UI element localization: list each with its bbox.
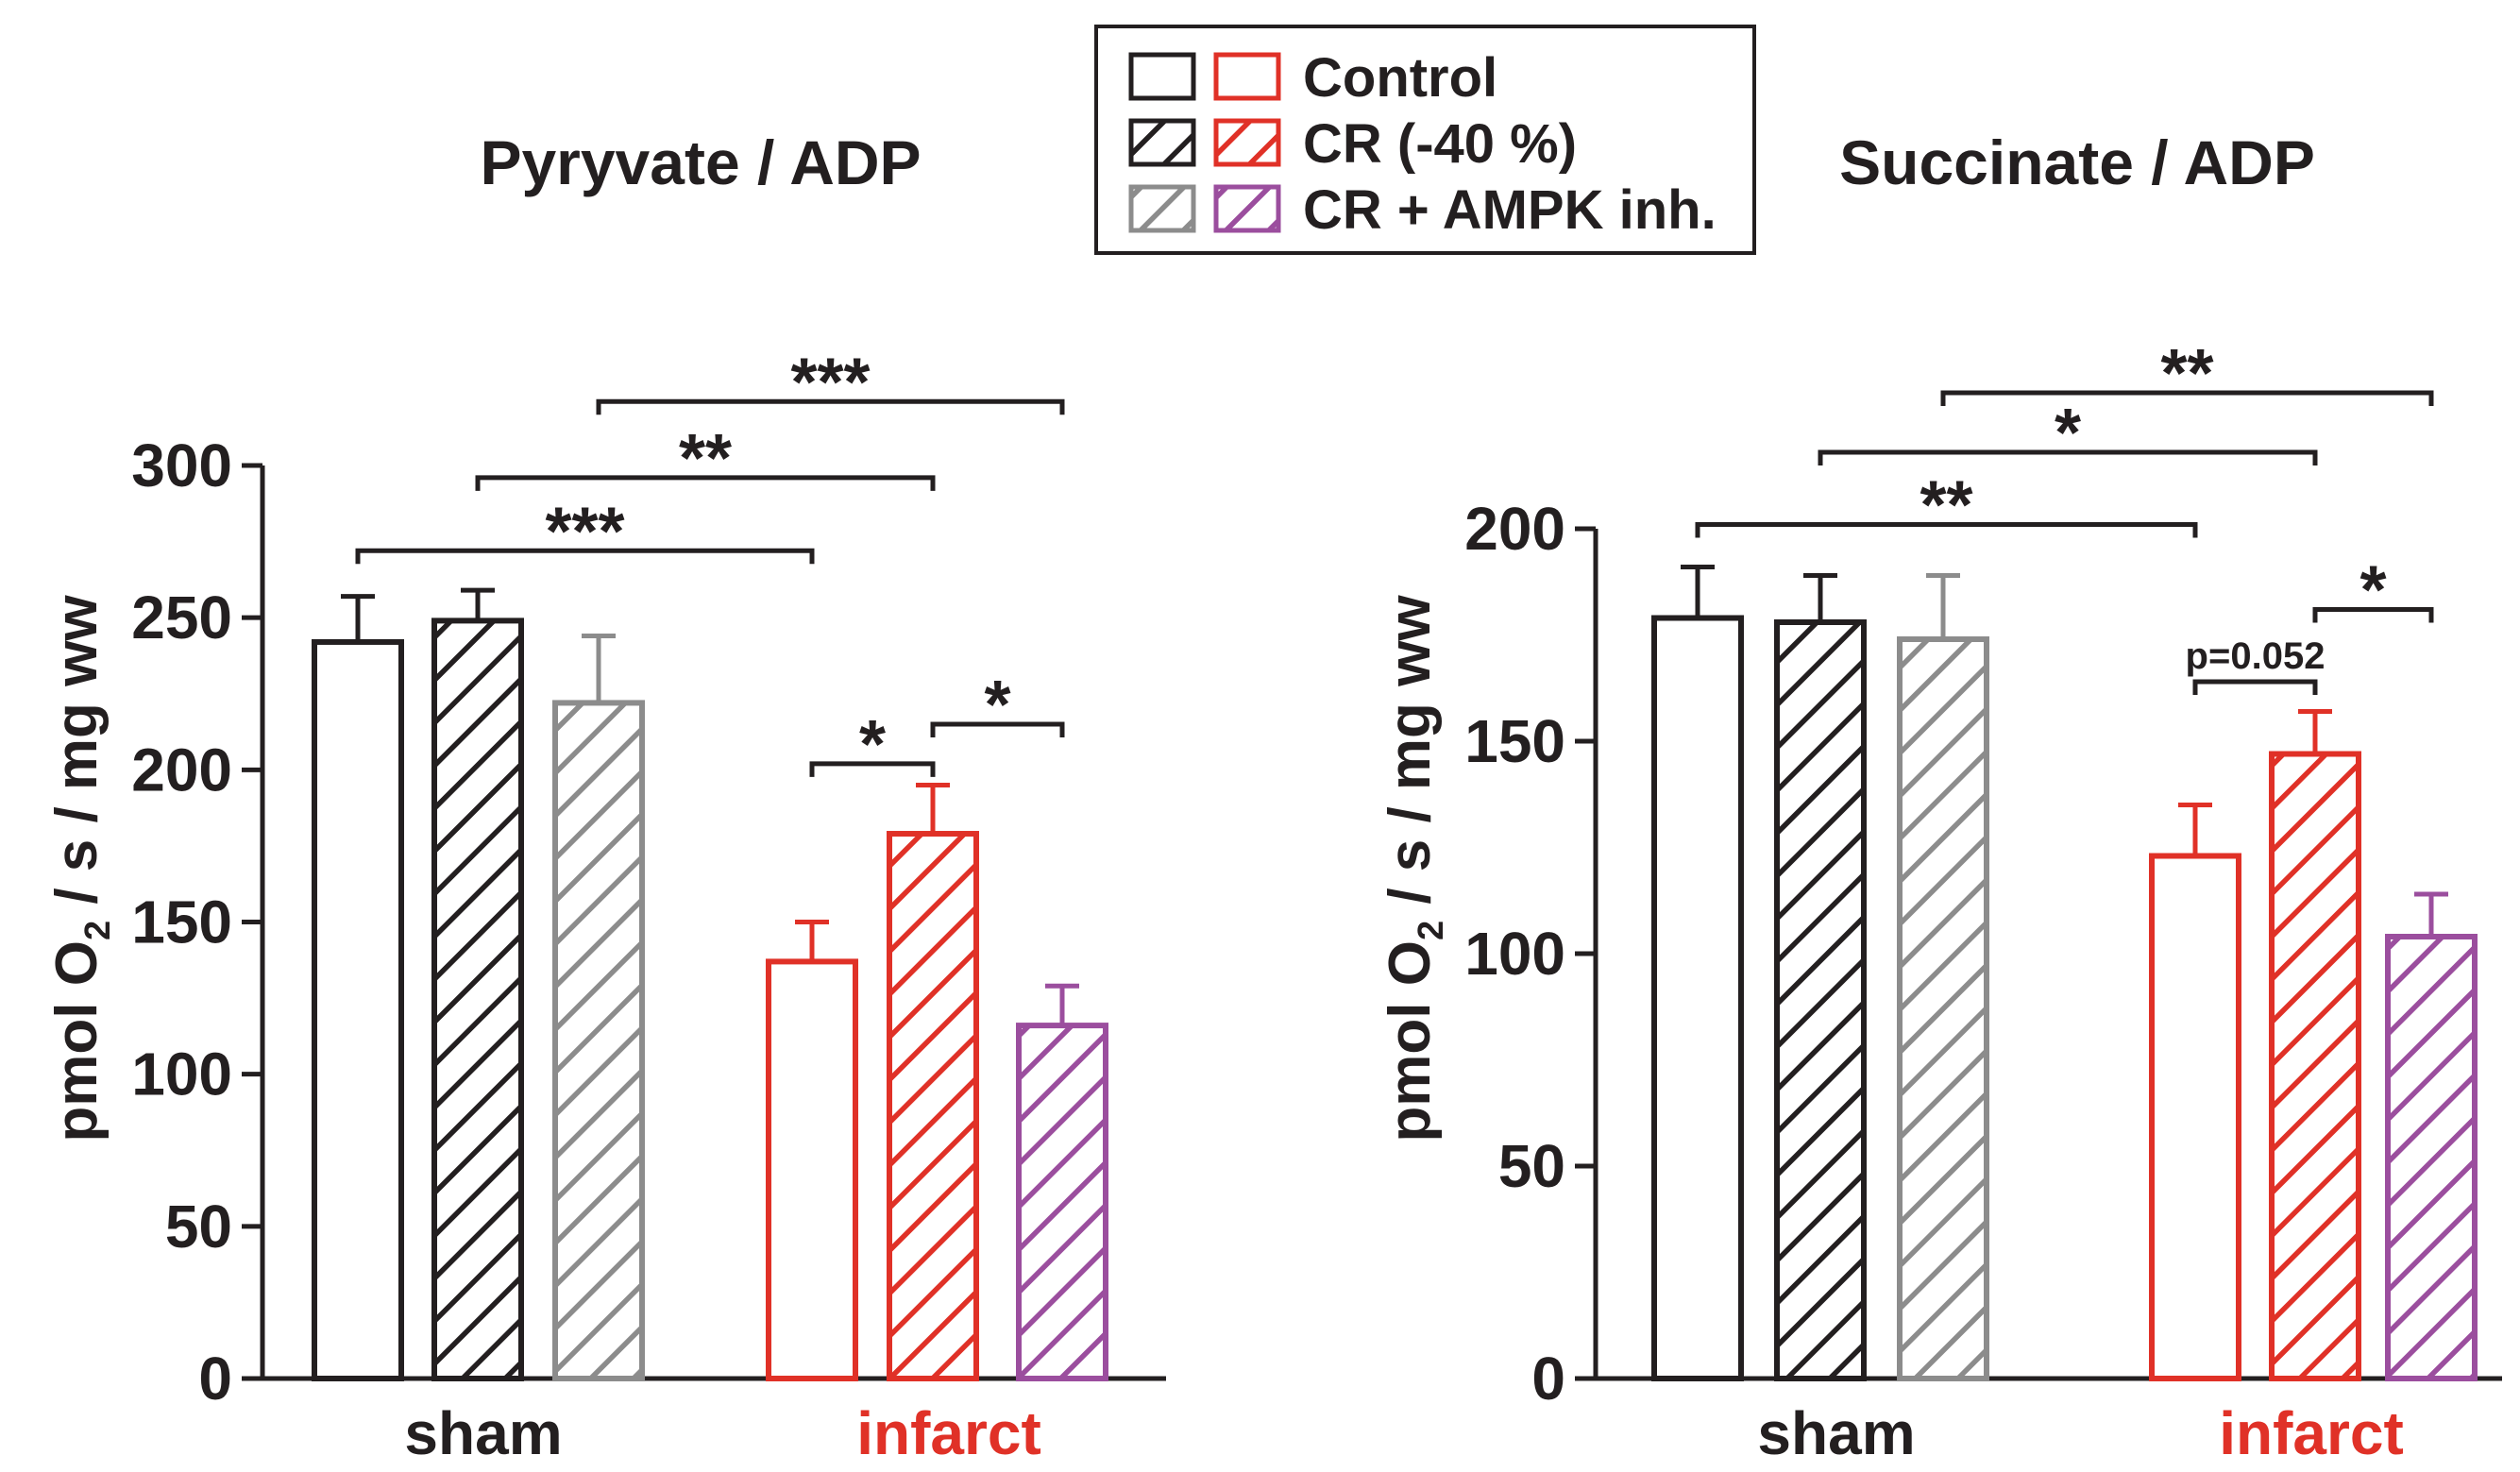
legend-swatch-control-sham [1128, 52, 1196, 101]
significance-stars: * [859, 707, 886, 783]
y-tick-label: 200 [1464, 495, 1565, 563]
significance-stars: ** [1920, 468, 1972, 544]
bar-cr-ampk-sham [1897, 636, 1989, 1381]
significance-bracket [475, 475, 936, 491]
succinate-chart: Succinate / ADP pmol O2 / s / mg ww 0 50 1… [1378, 127, 2502, 1467]
significance-bracket [355, 548, 815, 565]
bar-control-sham [1651, 615, 1744, 1381]
legend-label-control: Control [1303, 47, 1497, 109]
legend-frame [1094, 25, 1756, 255]
significance-bracket [2192, 679, 2318, 695]
group-label-infarct: infarct [856, 1399, 1041, 1467]
y-axis-label: pmol O2 / s / mg ww [44, 595, 118, 1142]
legend-swatch-cr-ampk-infarct [1213, 184, 1281, 233]
bar-cr-ampk-infarct [1016, 1023, 1108, 1382]
y-tick-label: 200 [131, 736, 232, 804]
significance-bracket [809, 761, 936, 777]
bar-cr-ampk-sham [552, 700, 645, 1381]
bar-cr-infarct [2269, 751, 2361, 1381]
p-value-label: p=0.052 [2186, 635, 2326, 677]
bar-cr-infarct [887, 831, 979, 1381]
significance-stars: * [2359, 553, 2386, 629]
y-tick-label: 300 [131, 431, 232, 499]
chart-title: Pyryvate / ADP [480, 127, 921, 197]
y-tick-label: 0 [1531, 1345, 1565, 1413]
legend-swatch-cr-infarct [1213, 118, 1281, 167]
legend-swatch-cr-sham [1128, 118, 1196, 167]
y-tick-label: 0 [198, 1345, 232, 1413]
y-tick-label: 100 [131, 1041, 232, 1108]
significance-stars: * [2055, 396, 2081, 471]
y-axis-title: pmol O2 / s / mg ww [44, 595, 118, 1142]
y-tick-label: 50 [1498, 1132, 1565, 1200]
group-label-sham: sham [1757, 1399, 1915, 1467]
bar-control-infarct [766, 958, 858, 1381]
significance-bracket [596, 398, 1065, 415]
legend-swatch-control-infarct [1213, 52, 1281, 101]
legend: Control CR (-40 %) CR + AMPK inh. [1094, 25, 1756, 255]
bar-cr-sham [431, 618, 524, 1381]
significance-bracket [1695, 522, 2198, 538]
group-label-sham: sham [404, 1399, 562, 1467]
significance-stars: ** [2160, 336, 2213, 412]
legend-label-cr-ampk: CR + AMPK inh. [1303, 179, 1717, 241]
significance-stars: * [984, 668, 1010, 743]
y-tick-label: 100 [1464, 920, 1565, 988]
significance-bracket [1940, 390, 2434, 406]
group-label-infarct: infarct [2219, 1399, 2404, 1467]
bar-cr-sham [1774, 619, 1867, 1381]
significance-stars: ** [679, 421, 732, 497]
legend-label-cr: CR (-40 %) [1303, 113, 1577, 175]
significance-bracket [2312, 607, 2434, 623]
y-tick-label: 150 [1464, 707, 1565, 775]
y-tick-label: 250 [131, 584, 232, 651]
y-axis-label: pmol O2 / s / mg ww [1378, 595, 1451, 1142]
bar-cr-ampk-infarct [2385, 934, 2478, 1381]
y-tick-label: 150 [131, 888, 232, 956]
significance-stars: *** [545, 494, 624, 569]
significance-bracket [1818, 449, 2318, 465]
bar-control-sham [312, 638, 404, 1381]
y-axis-title: pmol O2 / s / mg ww [1378, 595, 1451, 1142]
significance-bracket [930, 721, 1065, 737]
significance-stars: *** [790, 345, 870, 420]
y-tick-label: 50 [165, 1193, 232, 1261]
bar-control-infarct [2149, 853, 2241, 1381]
chart-title: Succinate / ADP [1839, 127, 2315, 197]
pyruvate-chart: Pyryvate / ADP pmol O2 / s / mg ww 0 50 10… [44, 127, 1166, 1467]
legend-swatch-cr-ampk-sham [1128, 184, 1196, 233]
